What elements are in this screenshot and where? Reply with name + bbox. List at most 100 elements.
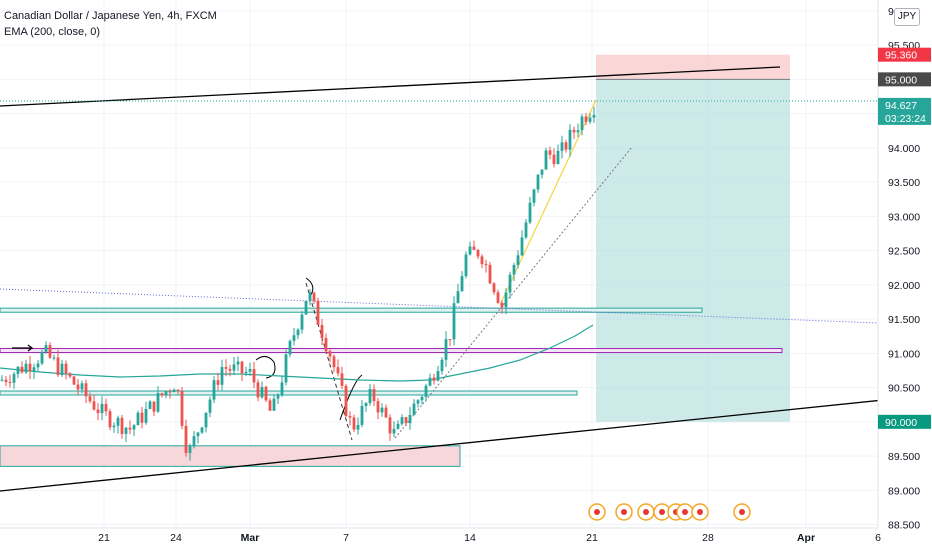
candle-body — [448, 339, 452, 341]
resistance-zone — [0, 348, 783, 354]
price-axis-bg — [878, 0, 932, 550]
candle-body — [476, 249, 480, 257]
candle-body — [412, 403, 416, 415]
event-markers[interactable] — [588, 503, 751, 521]
candle-body — [200, 427, 204, 433]
candle-body — [216, 380, 220, 385]
event-dot — [682, 509, 688, 515]
candle-body — [180, 390, 184, 426]
cad-event-icon[interactable] — [615, 503, 633, 521]
candle-body — [120, 417, 124, 434]
candle-body — [540, 169, 544, 175]
indicator-label[interactable]: EMA (200, close, 0) — [4, 26, 100, 38]
event-dot — [697, 509, 703, 515]
stop-price-tag-label: 95.360 — [885, 50, 917, 62]
candle-body — [272, 398, 276, 411]
event-dot — [621, 509, 627, 515]
candle-body — [488, 264, 492, 284]
time-tick-label: Mar — [241, 532, 260, 544]
current-price-tag-countdown: 03:23:24 — [885, 113, 926, 125]
candle-body — [232, 364, 236, 371]
cad-event-icon[interactable] — [637, 503, 655, 521]
candle-body — [240, 361, 244, 374]
event-dot — [594, 509, 600, 515]
candle-body — [384, 407, 388, 418]
candle-body — [536, 174, 540, 190]
candle-body — [444, 339, 448, 360]
candle-body — [304, 300, 308, 315]
candle-body — [36, 363, 40, 368]
candle-body — [332, 356, 336, 368]
candle-body — [524, 222, 528, 238]
candle-body — [88, 396, 92, 402]
profit-zone — [596, 79, 790, 422]
candle-body — [284, 354, 288, 383]
loss-zone — [596, 54, 790, 80]
lower-channel-line — [0, 394, 932, 492]
candle-body — [40, 351, 44, 364]
candle-body — [428, 377, 432, 386]
entry-price-tag-bg — [878, 72, 931, 87]
candle-body — [280, 382, 284, 395]
candle-body — [24, 363, 28, 373]
candle-body — [584, 116, 588, 122]
candle-body — [484, 264, 488, 266]
supply-zone — [0, 307, 703, 313]
time-tick-label: 14 — [464, 532, 476, 544]
candle-body — [8, 381, 12, 383]
candle-body — [344, 385, 348, 417]
symbol-title[interactable]: Canadian Dollar / Japanese Yen, 4h, FXCM — [4, 10, 217, 22]
time-axis[interactable]: 21 24 Mar 7 14 21 28 Apr 6 — [0, 527, 881, 544]
candle-body — [236, 361, 240, 365]
candle-body — [96, 409, 100, 414]
current-price-tag-label: 94.627 — [885, 100, 917, 112]
candle-body — [308, 292, 312, 301]
time-tick-label: 28 — [702, 532, 714, 544]
candle-body — [168, 391, 172, 393]
candle-body — [576, 130, 580, 133]
candle-body — [288, 340, 292, 355]
candle-body — [32, 367, 36, 372]
candle-body — [364, 403, 368, 406]
price-tick-label: 92.500 — [888, 246, 920, 258]
candle-body — [16, 366, 20, 374]
candle-body — [460, 276, 464, 292]
candle-body — [208, 399, 212, 413]
pen-drawing — [339, 374, 363, 421]
currency-badge[interactable]: JPY — [894, 8, 920, 26]
candle-body — [156, 393, 160, 412]
candle-body — [248, 369, 252, 372]
cad-event-icon[interactable] — [733, 503, 751, 521]
take-profit-tag-bg — [878, 414, 931, 429]
cad-event-icon[interactable] — [588, 503, 606, 521]
candle-body — [176, 389, 180, 391]
candle-body — [136, 412, 140, 426]
candle-body — [500, 302, 504, 308]
candle-body — [380, 407, 384, 413]
candle-body — [320, 325, 324, 339]
dotted-trend-line — [0, 288, 879, 324]
candle-body — [60, 363, 64, 375]
candle-body — [204, 412, 208, 428]
candle-body — [212, 380, 216, 400]
candle-body — [352, 417, 356, 430]
time-tick-label: 21 — [586, 532, 598, 544]
candle-body — [520, 237, 524, 256]
candle-body — [296, 329, 300, 336]
price-tick-label: 91.000 — [888, 348, 920, 360]
candle-body — [544, 150, 548, 170]
candle-body — [84, 383, 88, 397]
candle-body — [480, 256, 484, 265]
cad-event-icon[interactable] — [691, 503, 709, 521]
yellow-trend-line — [499, 99, 597, 306]
candle-body — [152, 401, 156, 412]
upper-channel-line — [0, 66, 781, 107]
candle-body — [360, 405, 364, 425]
candles[interactable] — [0, 106, 596, 461]
candle-body — [312, 292, 316, 301]
cad-event-icon[interactable] — [676, 503, 694, 521]
time-tick-label: 6 — [875, 532, 881, 544]
